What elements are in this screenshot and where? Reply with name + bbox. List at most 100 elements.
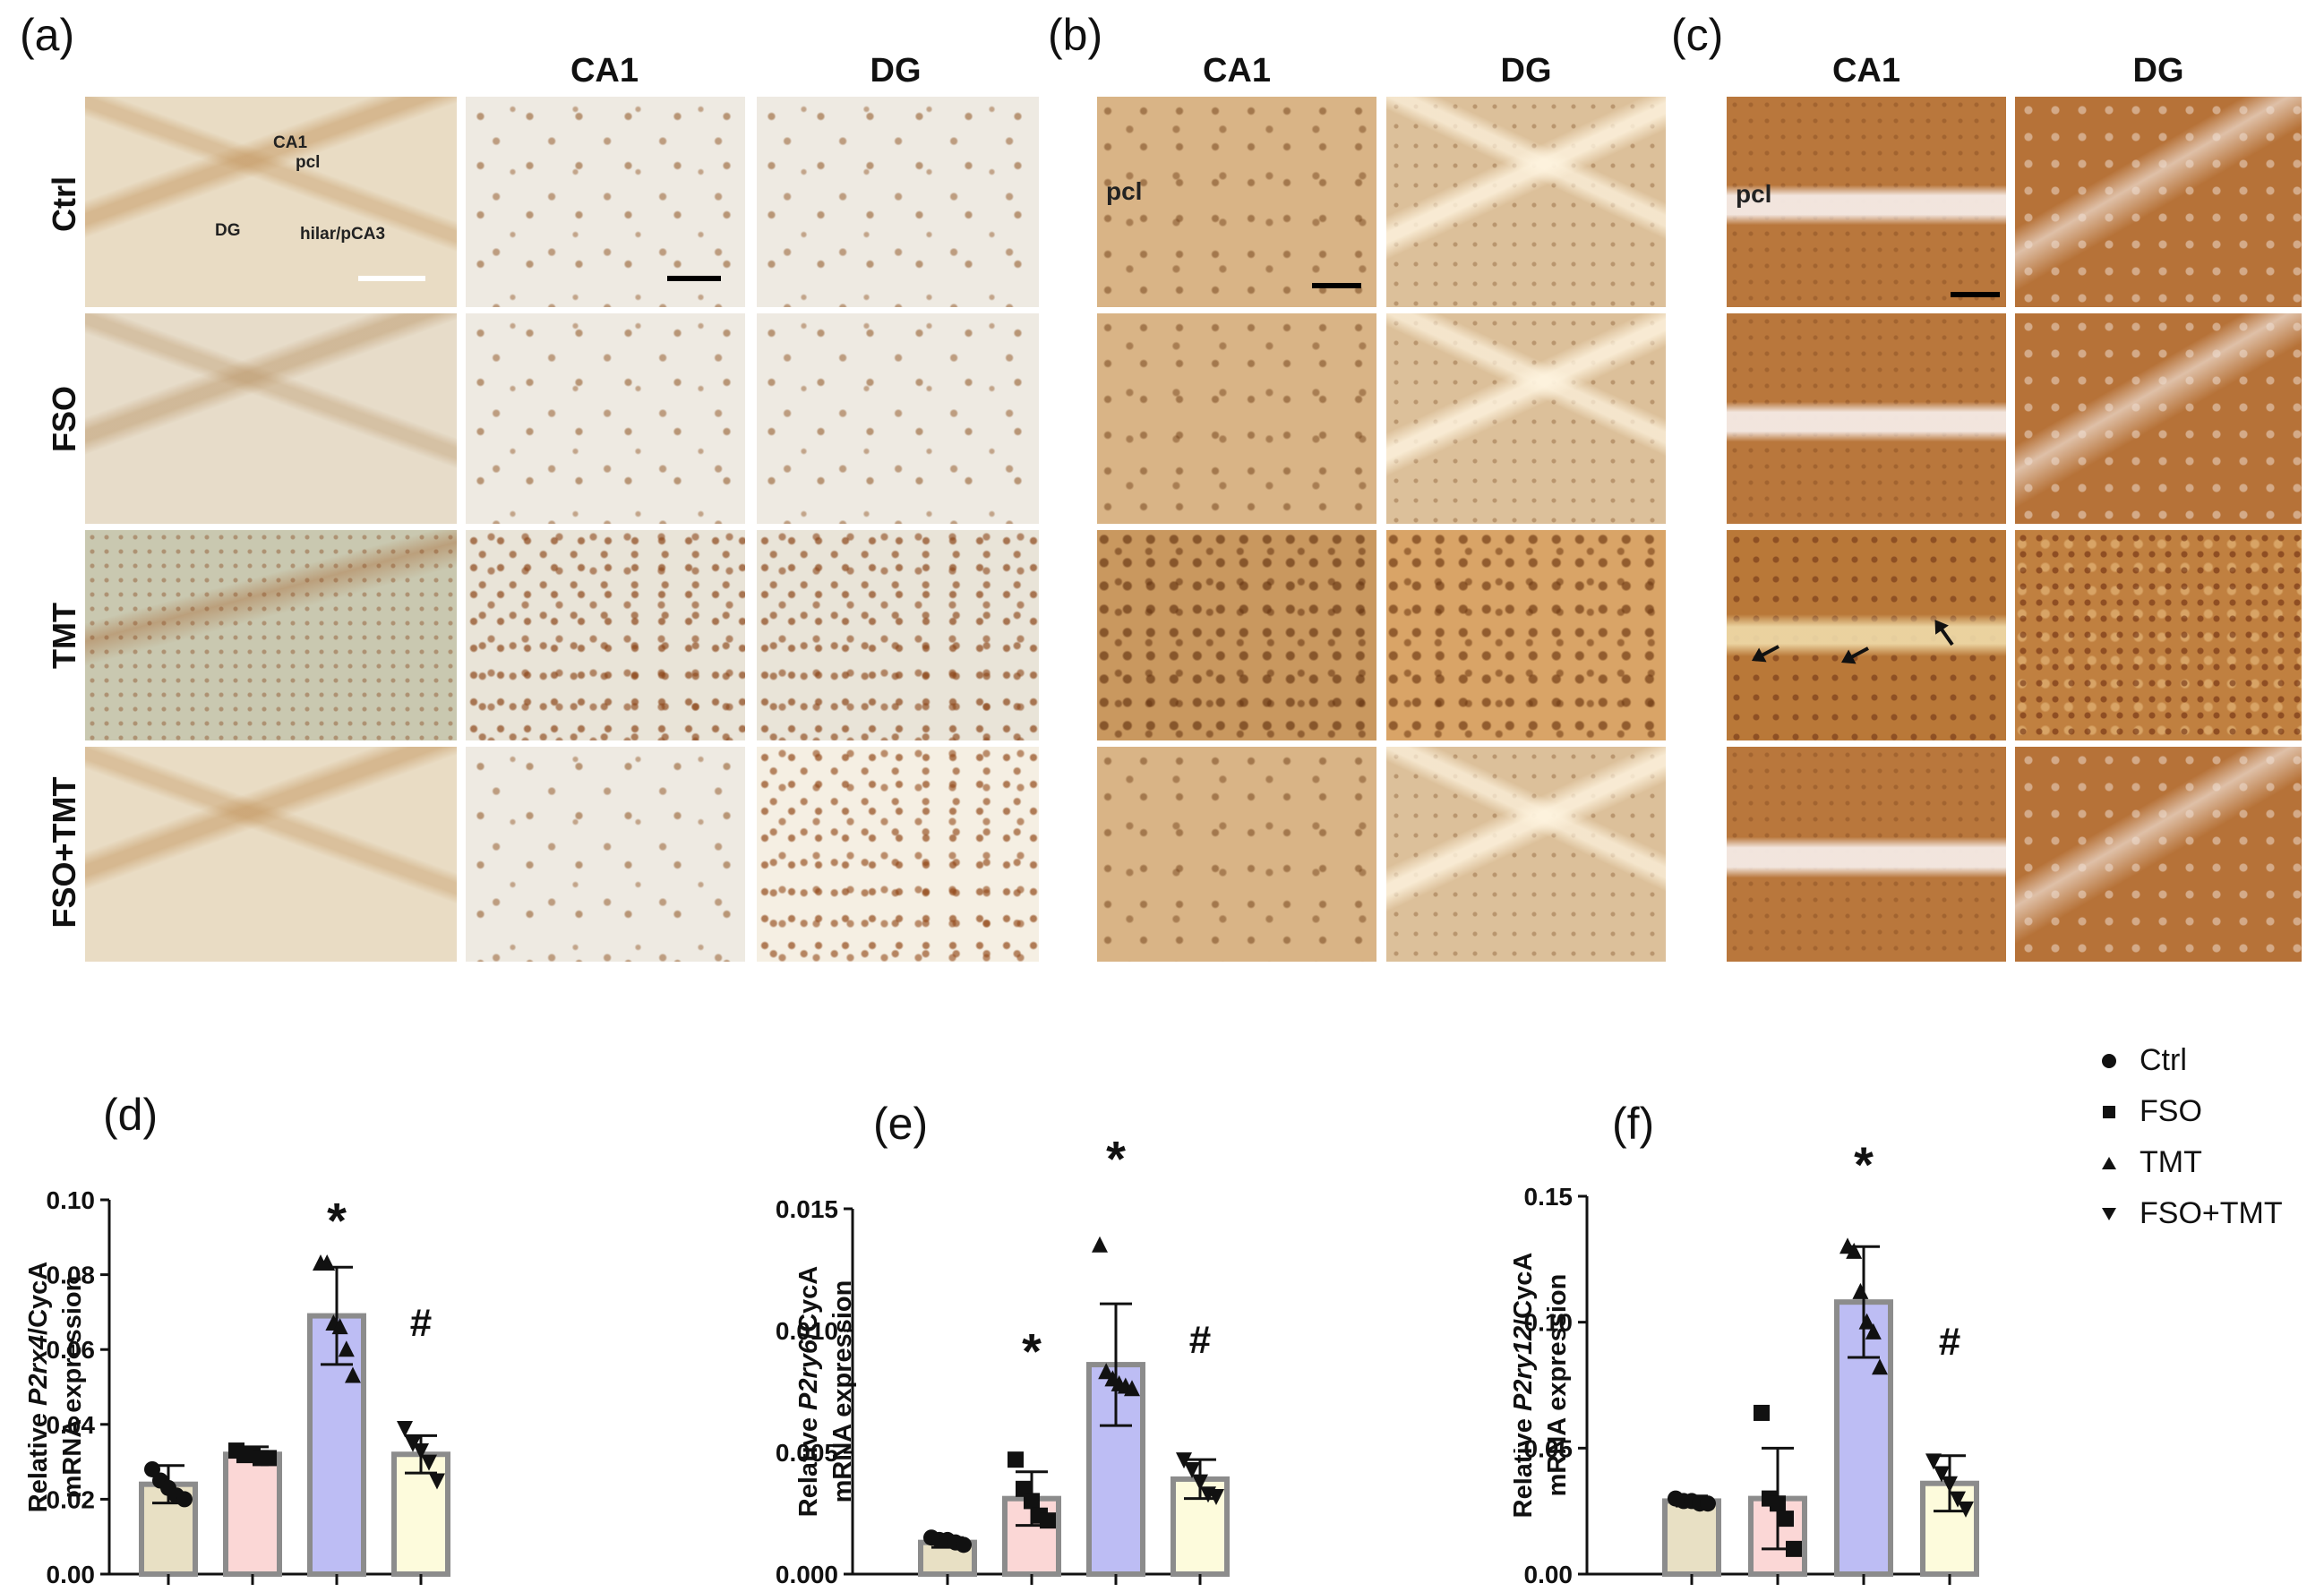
significance-star: * (327, 1193, 347, 1249)
row-label-ctrl: Ctrl (46, 176, 82, 232)
label-ca1-overview: CA1 (273, 133, 308, 152)
data-point (1040, 1512, 1056, 1529)
row-label-fso-tmt: FSO+TMT (46, 776, 82, 929)
data-point (1958, 1501, 1974, 1518)
y-tick-label: 0.05 (1524, 1434, 1574, 1462)
arrow-icon (1754, 645, 1779, 661)
label-pcl-b: pcl (1106, 177, 1143, 205)
legend-marker-triangle-down (2102, 1207, 2116, 1220)
data-point (1872, 1358, 1888, 1375)
bar-chart-d: 0.00 0.02 0.04 0.06 0.08 0.10 Relative P2rx4/C… (24, 1186, 450, 1585)
panel-label-f: (f) (1612, 1099, 1655, 1149)
y-axis-label-gene: P2ry12 (1514, 1326, 1538, 1411)
significance-star: * (1106, 1130, 1126, 1186)
data-point (331, 1318, 348, 1335)
y-tick-label: 0.00 (47, 1561, 96, 1585)
micrograph-c-ctrl-ca1: pcl (1727, 97, 2006, 307)
y-axis-label-prefix: Relative (24, 1406, 53, 1512)
significance-star: * (1854, 1136, 1874, 1193)
data-point (421, 1454, 437, 1471)
micrograph-a-fso-dg (757, 313, 1039, 524)
arrow-icon (1935, 621, 1954, 646)
arrow-icon (1843, 646, 1869, 663)
data-point (1786, 1540, 1802, 1557)
significance-star: * (1022, 1322, 1042, 1379)
y-axis-label-prefix: Relative (794, 1410, 823, 1517)
micrograph-a-fso-ca1 (466, 313, 745, 524)
column-header-ca1-b: CA1 (1202, 52, 1272, 90)
micrograph-c-ctrl-dg (2015, 97, 2302, 307)
micrograph-b-fso-dg (1386, 313, 1666, 524)
y-axis-label-prefix: Relative (1514, 1411, 1538, 1518)
legend-item-fso: FSO (2100, 1094, 2202, 1129)
micrograph-a-tmt-dg (757, 530, 1039, 740)
y-tick-label: 0.010 (776, 1317, 838, 1345)
data-point (429, 1473, 445, 1490)
legend-label: FSO (2140, 1094, 2202, 1128)
data-point (1865, 1322, 1882, 1340)
column-header-ca1-c: CA1 (1831, 52, 1901, 90)
legend-label: TMT (2140, 1145, 2202, 1179)
bar-chart-f: 0.00 0.05 0.10 0.15 Relative P2ry12/CycA mRNA… (1514, 1136, 1979, 1585)
data-point (261, 1450, 277, 1467)
data-point (345, 1366, 361, 1383)
micrograph-a-tmt-ca1 (466, 530, 745, 740)
micrograph-b-tmt-dg (1386, 530, 1666, 740)
row-label-fso: FSO (46, 385, 82, 453)
row-label-tmt: TMT (46, 603, 82, 669)
micrograph-b-fsotmt-dg (1386, 747, 1666, 962)
data-point (956, 1536, 972, 1553)
bar-fso (223, 1451, 282, 1577)
y-tick-label: 0.00 (1524, 1561, 1574, 1585)
y-tick-label: 0.06 (47, 1336, 96, 1364)
y-axis-label-gene: P2rx4 (24, 1335, 53, 1406)
data-point (397, 1420, 413, 1437)
data-point (144, 1460, 160, 1477)
column-header-dg-c: DG (2132, 52, 2184, 90)
label-pcl-c: pcl (1736, 180, 1772, 208)
significance-hash: # (1189, 1318, 1211, 1362)
data-point (405, 1435, 421, 1452)
bar-ctrl (1662, 1498, 1721, 1577)
micrograph-a-fsotmt-overview (85, 747, 457, 962)
micrograph-c-tmt-dg (2015, 530, 2302, 740)
data-point (1092, 1236, 1108, 1253)
micrograph-b-fsotmt-ca1 (1097, 747, 1376, 962)
y-axis-label-suffix: /CycA (24, 1262, 53, 1335)
y-axis-label-gene: P2ry6 (794, 1339, 823, 1410)
y-tick-label: 0.04 (47, 1411, 96, 1439)
micrograph-a-ctrl-overview: CA1 pcl DG hilar/pCA3 (85, 97, 457, 307)
legend-label: FSO+TMT (2140, 1196, 2283, 1230)
panel-label-d: (d) (103, 1090, 159, 1140)
chart-plot-area-e: 0.000 0.005 0.010 0.015 Relative P2ry6/CycA m… (776, 1130, 1230, 1585)
panel-label-e: (e) (873, 1099, 929, 1149)
scale-bar-a-ca1 (667, 276, 721, 281)
y-axis-label-suffix: /CycA (1514, 1253, 1538, 1326)
significance-hash: # (410, 1301, 432, 1345)
y-tick-label: 0.000 (776, 1561, 838, 1585)
data-point (1024, 1493, 1040, 1510)
micrograph-a-tmt-overview (85, 530, 457, 740)
data-point (1942, 1476, 1958, 1493)
chart-plot-area-f: 0.00 0.05 0.10 0.15 Relative P2ry12/CycA mRNA… (1514, 1136, 1979, 1585)
data-point (413, 1443, 429, 1460)
data-point (1124, 1380, 1140, 1397)
data-point (1778, 1511, 1794, 1528)
legend-item-ctrl: Ctrl (2100, 1043, 2187, 1078)
data-point (176, 1491, 193, 1508)
y-tick-label: 0.02 (47, 1485, 96, 1513)
data-point (1858, 1313, 1875, 1330)
data-point (1192, 1474, 1208, 1491)
data-point (1770, 1495, 1786, 1512)
data-point (1852, 1282, 1869, 1299)
scale-bar-overview (358, 276, 425, 281)
label-hilar-overview: hilar/pCA3 (300, 225, 386, 244)
data-point (1184, 1462, 1200, 1479)
micrograph-a-fsotmt-dg (757, 747, 1039, 962)
data-point (1008, 1451, 1024, 1468)
legend-item-tmt: TMT (2100, 1145, 2202, 1180)
micrograph-c-fso-dg (2015, 313, 2302, 524)
micrograph-a-ctrl-ca1 (466, 97, 745, 307)
data-point (1700, 1495, 1716, 1512)
legend-item-fso-tmt: FSO+TMT (2100, 1196, 2283, 1231)
